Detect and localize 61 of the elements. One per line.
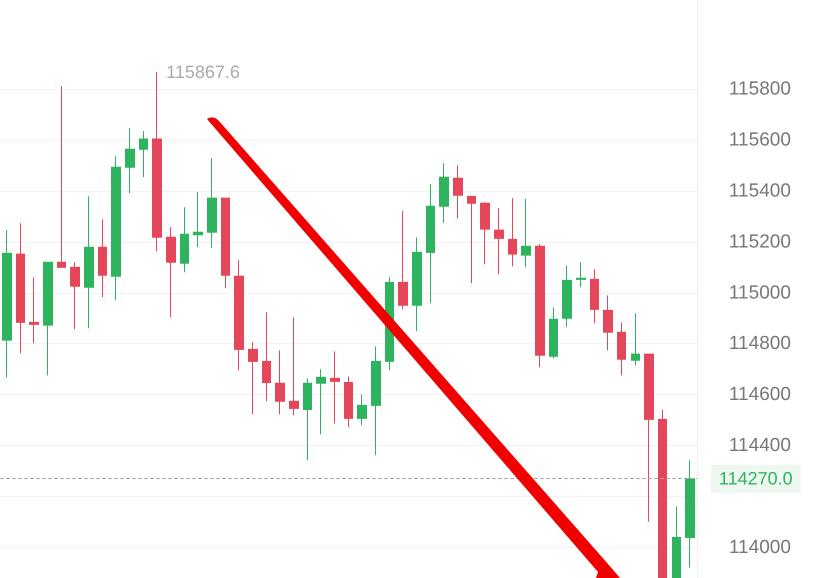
candlestick: [535, 244, 545, 368]
candlestick: [549, 306, 558, 359]
candlestick: [111, 156, 121, 301]
candlestick: [576, 262, 586, 288]
candlestick: [439, 162, 449, 224]
candlestick: [521, 198, 531, 268]
candlestick: [152, 71, 162, 252]
candlestick: [344, 376, 353, 428]
candlestick: [617, 322, 626, 376]
candlestick: [412, 236, 422, 332]
candlestick: [467, 196, 476, 284]
candlestick: [29, 276, 39, 344]
y-tick-label: 114800: [728, 333, 791, 354]
candlestick: [43, 262, 53, 376]
candlestick: [398, 210, 408, 310]
candlestick: [562, 264, 572, 328]
candlestick: [16, 222, 25, 354]
y-tick-label: 115800: [728, 78, 791, 100]
candlestick: [685, 460, 695, 568]
candlestick: [357, 394, 367, 426]
candlestick: [207, 158, 217, 249]
y-tick-label: 115200: [728, 231, 791, 252]
candlestick: [453, 164, 463, 219]
candlestick: [672, 506, 681, 578]
candlestick: [494, 208, 504, 275]
candlestick: [2, 230, 12, 378]
y-tick-label: 115000: [728, 282, 791, 304]
candlestick: [289, 316, 299, 416]
candlestick: [193, 192, 203, 248]
candlestick: [603, 294, 613, 351]
annotation: 115867.6: [166, 62, 240, 82]
candlestick: [316, 368, 326, 435]
candlestick: [480, 202, 490, 265]
candlestick: [275, 350, 285, 415]
candlestick: [57, 86, 66, 268]
ref-line-label: 114270.0: [718, 468, 793, 489]
candlestick: [658, 408, 667, 578]
candlestick: [70, 262, 80, 330]
candlestick: [631, 312, 640, 366]
candlestick: [84, 196, 94, 329]
candlestick: [180, 206, 189, 273]
candlestick: [262, 312, 271, 402]
candlestick: [221, 198, 230, 289]
candlestick: [303, 378, 312, 461]
y-tick-label: 115600: [728, 130, 791, 151]
y-tick-label: 114000: [728, 536, 791, 558]
y-tick-label: 114600: [728, 384, 791, 406]
candlestick: [125, 128, 135, 194]
candlestick: [590, 268, 599, 324]
candlestick: [508, 198, 517, 267]
candlestick: [330, 350, 340, 424]
y-tick-label: 114400: [728, 435, 791, 456]
candlestick: [234, 260, 244, 371]
candlestick: [166, 226, 176, 318]
candlestick: [426, 184, 435, 304]
candlestick: [139, 130, 148, 178]
candlestick: [644, 354, 654, 522]
candlestick: [248, 342, 258, 415]
candlestick: [98, 218, 107, 298]
y-tick-label: 115400: [728, 180, 791, 202]
candlestick: [371, 346, 381, 456]
